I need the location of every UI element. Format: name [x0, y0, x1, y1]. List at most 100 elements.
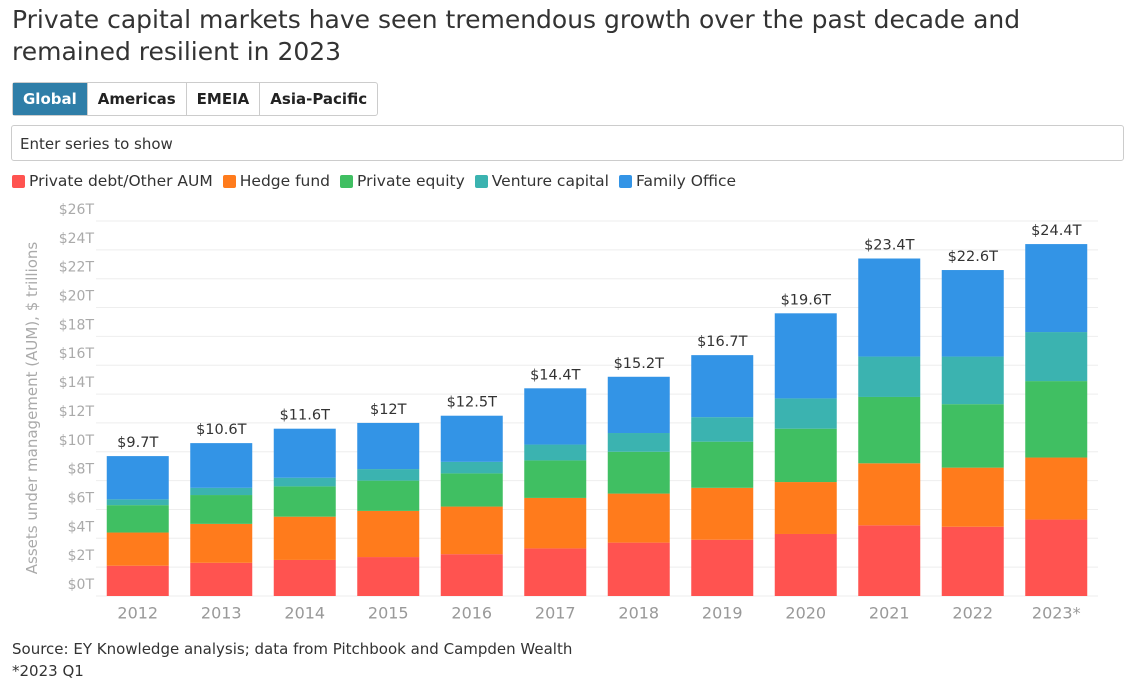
legend-label: Private debt/Other AUM: [29, 172, 213, 190]
region-tab[interactable]: EMEIA: [187, 83, 261, 115]
bar-segment: [357, 469, 420, 481]
bar-segment: [607, 433, 670, 452]
legend-swatch: [222, 174, 236, 188]
region-tab[interactable]: Global: [13, 83, 88, 115]
bar-segment: [190, 562, 253, 596]
bar-segment: [273, 428, 336, 478]
region-tab[interactable]: Americas: [88, 83, 187, 115]
x-tick-label: 2016: [451, 604, 492, 623]
bar-segment: [691, 417, 754, 442]
bar-segment: [1025, 244, 1088, 333]
bar-segment: [190, 495, 253, 524]
bar-segment: [858, 525, 921, 596]
y-axis-title: Assets under management (AUM), $ trillio…: [23, 242, 41, 575]
bar-segment: [858, 463, 921, 526]
bar-segment: [273, 477, 336, 487]
y-tick-label: $24T: [59, 231, 95, 247]
region-tab[interactable]: Asia-Pacific: [270, 90, 368, 108]
bar-segment: [1025, 381, 1088, 458]
legend-swatch: [474, 174, 488, 188]
bar-segment: [357, 480, 420, 511]
total-label: $9.7T: [117, 435, 158, 451]
y-tick-label: $16T: [59, 346, 95, 362]
bar-segment: [774, 398, 837, 429]
bar-segment: [691, 355, 754, 418]
bar-segment: [106, 456, 169, 500]
total-label: $15.2T: [614, 356, 665, 372]
bar-segment: [524, 497, 587, 549]
x-tick-label: 2015: [368, 604, 409, 623]
bar-segment: [106, 532, 169, 566]
bar-segment: [1025, 519, 1088, 596]
bar-segment: [524, 548, 587, 596]
bar-segment: [357, 422, 420, 470]
bar-segment: [774, 313, 837, 399]
bar-segment: [440, 415, 503, 462]
y-tick-label: $0T: [68, 577, 95, 593]
legend-swatch: [618, 174, 632, 188]
bar-segment: [524, 460, 587, 498]
bar-segment: [774, 482, 837, 534]
legend-label: Family Office: [635, 172, 737, 190]
bar-segment: [607, 542, 670, 596]
x-tick-label: 2019: [702, 604, 743, 623]
bar-segment: [273, 559, 336, 596]
bar-segment: [1025, 457, 1088, 520]
y-tick-label: $14T: [59, 375, 95, 391]
total-label: $16.7T: [697, 334, 748, 350]
y-tick-label: $12T: [59, 404, 95, 420]
x-tick-label: 2012: [117, 604, 158, 623]
total-label: $12T: [370, 402, 407, 418]
y-tick-label: $20T: [59, 289, 95, 305]
legend-item[interactable]: Venture capital: [474, 172, 609, 190]
total-label: $24.4T: [1031, 223, 1082, 239]
series-search[interactable]: Enter series to show: [11, 125, 1124, 161]
bar-segment: [941, 270, 1004, 357]
x-tick-label: 2013: [201, 604, 242, 623]
bar-segment: [691, 441, 754, 488]
bar-segment: [190, 443, 253, 488]
x-tick-label: 2018: [618, 604, 659, 623]
bar-segment: [190, 487, 253, 496]
bar-segment: [440, 554, 503, 596]
bar-segment: [858, 396, 921, 464]
footnote: *2023 Q1: [12, 662, 84, 680]
bar-segment: [774, 533, 837, 596]
bar-segment: [858, 356, 921, 397]
bar-segment: [858, 258, 921, 357]
tab-bar: Global Americas EMEIA Asia-Pacific: [12, 82, 379, 116]
y-tick-label: $2T: [68, 548, 95, 564]
x-tick-label: 2022: [952, 604, 993, 623]
total-label: $11.6T: [280, 408, 331, 424]
y-tick-label: $18T: [59, 317, 95, 333]
legend-swatch: [12, 174, 25, 188]
bar-segment: [273, 516, 336, 560]
legend-item[interactable]: Private debt/Other AUM: [12, 172, 213, 190]
bar-segment: [440, 473, 503, 507]
bar-segment: [1025, 332, 1088, 382]
y-tick-label: $10T: [59, 433, 95, 449]
y-tick-label: $6T: [68, 490, 95, 506]
x-tick-label: 2017: [535, 604, 576, 623]
legend-item[interactable]: Private equity: [340, 172, 465, 190]
total-label: $12.5T: [447, 395, 498, 411]
bar-segment: [357, 510, 420, 558]
bar-segment: [607, 451, 670, 494]
x-tick-label: 2014: [284, 604, 325, 623]
total-label: $22.6T: [948, 249, 999, 265]
bar-segment: [941, 467, 1004, 527]
legend-item[interactable]: Family Office: [618, 172, 737, 190]
legend-item[interactable]: Hedge fund: [222, 172, 330, 190]
bar-segment: [440, 461, 503, 474]
total-label: $23.4T: [864, 238, 915, 254]
bar-segment: [941, 404, 1004, 468]
source: Source: EY Knowledge analysis; data from…: [12, 640, 573, 658]
x-tick-label: 2021: [869, 604, 910, 623]
bar-segment: [524, 388, 587, 445]
page-title: Private capital markets have seen tremen…: [12, 5, 1021, 66]
bar-segment: [691, 539, 754, 596]
bar-segment: [524, 444, 587, 461]
y-tick-label: $22T: [59, 260, 95, 276]
